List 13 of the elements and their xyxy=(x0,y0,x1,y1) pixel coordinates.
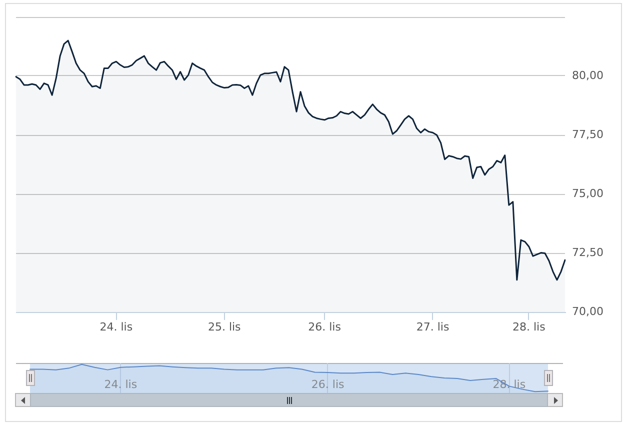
y-tick-label: 75,00 xyxy=(572,186,604,200)
x-tick-label: 24. lis xyxy=(104,378,138,391)
y-tick-label: 80,00 xyxy=(572,68,604,82)
y-tick-label: 77,50 xyxy=(572,128,604,141)
x-tick-label: 26. lis xyxy=(311,378,345,391)
x-tick-label: 24. lis xyxy=(100,320,133,334)
y-tick-label: 72,50 xyxy=(572,246,604,259)
y-tick-label: 70,00 xyxy=(572,304,604,318)
x-tick-label: 25. lis xyxy=(208,320,242,334)
x-tick-label: 28. lis xyxy=(512,320,546,334)
x-tick-label: 27. lis xyxy=(416,320,450,334)
x-tick-label: 28. lis xyxy=(492,378,526,391)
x-tick-label: 26. lis xyxy=(308,320,342,334)
